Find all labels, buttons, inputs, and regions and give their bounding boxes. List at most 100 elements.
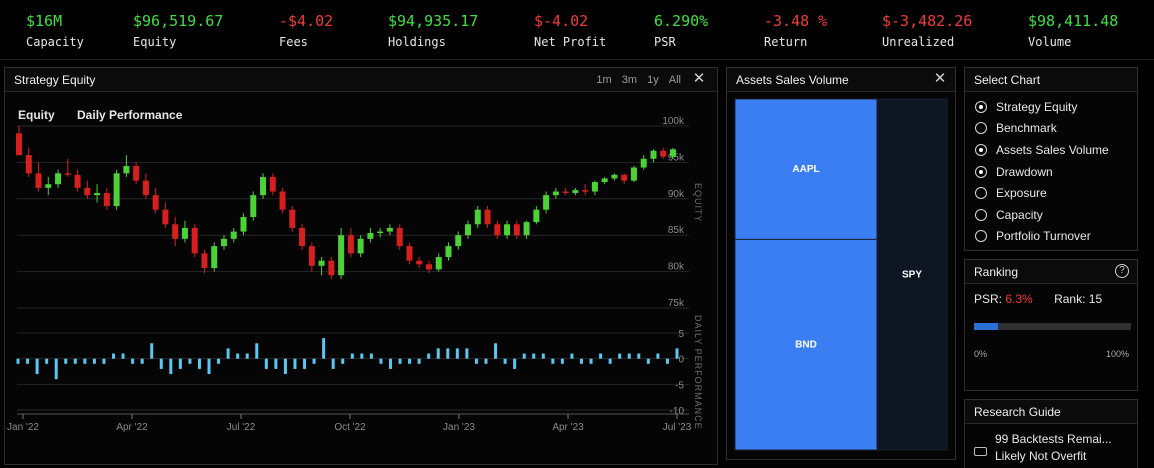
- perf-bar: [341, 358, 345, 364]
- candle: [386, 227, 393, 232]
- perf-bar: [245, 353, 249, 359]
- range-3m[interactable]: 3m: [621, 74, 638, 86]
- option-label: Portfolio Turnover: [996, 229, 1091, 243]
- close-icon[interactable]: ✕: [933, 70, 947, 87]
- candle: [299, 227, 306, 247]
- x-tick-label: Jan '23: [443, 422, 475, 433]
- candle: [572, 190, 579, 193]
- perf-bar: [331, 358, 335, 369]
- help-icon[interactable]: ?: [1115, 264, 1129, 278]
- perf-bar: [551, 358, 555, 364]
- range-1y[interactable]: 1y: [647, 74, 659, 86]
- perf-bar: [303, 358, 307, 369]
- select-chart-panel: Select Chart Strategy Equity Benchmark A…: [964, 67, 1138, 251]
- radio-icon[interactable]: [975, 166, 987, 178]
- candle: [660, 150, 667, 157]
- perf-bar: [255, 343, 259, 359]
- perf-tick-label: 5: [678, 329, 684, 340]
- range-all[interactable]: All: [668, 74, 681, 86]
- perf-bar: [16, 358, 20, 364]
- psr-label: PSR:: [974, 292, 1003, 306]
- panel-title: Research Guide: [974, 405, 1061, 419]
- candle: [74, 174, 81, 188]
- candle: [504, 224, 511, 236]
- candle: [338, 235, 345, 276]
- perf-bar: [388, 358, 392, 369]
- equity-tick-label: 95k: [668, 152, 685, 163]
- backtest-icon: [974, 447, 987, 456]
- candle: [435, 257, 442, 270]
- rank-value: 15: [1088, 292, 1103, 306]
- range-1m[interactable]: 1m: [596, 74, 612, 86]
- backtests-remaining: 99 Backtests Remai...: [995, 432, 1112, 446]
- candle: [113, 173, 120, 207]
- overfit-status: Likely Not Overfit: [995, 449, 1087, 463]
- radio-icon[interactable]: [975, 209, 987, 221]
- stat-value: $94,935.17: [388, 12, 479, 30]
- stat-equity: $96,519.67 Equity: [133, 11, 223, 51]
- stats-bar: $16M Capacity $96,519.67 Equity -$4.02 F…: [0, 0, 1154, 60]
- ranking-panel: Ranking ? PSR: 6.3% Rank: 15 0% 100%: [964, 259, 1138, 391]
- candle: [425, 264, 432, 270]
- close-icon[interactable]: ✕: [692, 70, 706, 87]
- x-tick-label: Apr '23: [552, 422, 584, 433]
- stat-label: Net Profit: [534, 35, 607, 49]
- radio-icon[interactable]: [975, 122, 987, 134]
- stat-label: Fees: [279, 35, 308, 49]
- candle: [123, 166, 130, 174]
- stat-psr: 6.290% PSR: [654, 11, 708, 51]
- perf-bar: [312, 358, 316, 364]
- candle: [84, 187, 91, 196]
- candle: [533, 209, 540, 223]
- candle: [552, 191, 559, 196]
- x-tick-label: Apr '22: [116, 422, 148, 433]
- treemap-cell: [734, 98, 878, 240]
- perf-bar: [169, 358, 173, 375]
- perf-bar: [54, 358, 58, 380]
- stat-unrealized: $-3,482.26 Unrealized: [882, 11, 972, 51]
- panel-header: Research Guide: [965, 400, 1137, 424]
- radio-icon[interactable]: [975, 144, 987, 156]
- ranking-summary: PSR: 6.3% Rank: 15: [974, 292, 1102, 306]
- perf-bar: [494, 343, 498, 359]
- candle: [103, 192, 110, 207]
- candle: [455, 235, 462, 247]
- candle: [601, 178, 608, 183]
- rank-label: Rank:: [1054, 292, 1086, 306]
- candle: [621, 174, 628, 181]
- perf-bar: [150, 343, 154, 359]
- tab-equity[interactable]: Equity: [18, 108, 55, 122]
- candle: [611, 174, 618, 179]
- candle: [308, 246, 315, 266]
- equity-chart[interactable]: 100k 95k 90k 85k 80k 75k 5 0 -5 -10 EQUITY DAILY PE…: [5, 68, 719, 466]
- equity-axis-label: EQUITY: [693, 183, 703, 223]
- perf-bar: [408, 358, 412, 364]
- tab-daily-performance[interactable]: Daily Performance: [77, 108, 183, 122]
- perf-bar: [92, 358, 96, 364]
- perf-bar: [178, 358, 182, 369]
- candle: [230, 231, 237, 239]
- perf-bar: [83, 358, 87, 364]
- perf-bar: [73, 358, 77, 364]
- panel-header: Assets Sales Volume ✕: [727, 68, 955, 92]
- treemap-label: AAPL: [792, 164, 819, 175]
- candle: [279, 191, 286, 210]
- equity-tick-label: 85k: [668, 225, 685, 236]
- radio-icon[interactable]: [975, 230, 987, 242]
- radio-icon[interactable]: [975, 187, 987, 199]
- candle: [484, 209, 491, 225]
- candle: [445, 246, 452, 258]
- sales-treemap: AAPL BND SPY: [734, 98, 948, 451]
- perf-bar: [217, 358, 221, 364]
- perf-bar: [589, 358, 593, 364]
- perf-bar: [131, 358, 135, 364]
- perf-bar: [283, 358, 287, 375]
- candle: [181, 227, 188, 239]
- psr-value: 6.3%: [1005, 292, 1033, 306]
- perf-bar: [646, 358, 650, 364]
- radio-icon[interactable]: [975, 101, 987, 113]
- perf-axis-label: DAILY PERFORMANCE: [693, 315, 703, 430]
- perf-tick-label: -10: [670, 406, 685, 417]
- assets-sales-volume-panel: Assets Sales Volume ✕ AAPL BND SPY: [726, 67, 956, 460]
- perf-bar: [560, 358, 564, 364]
